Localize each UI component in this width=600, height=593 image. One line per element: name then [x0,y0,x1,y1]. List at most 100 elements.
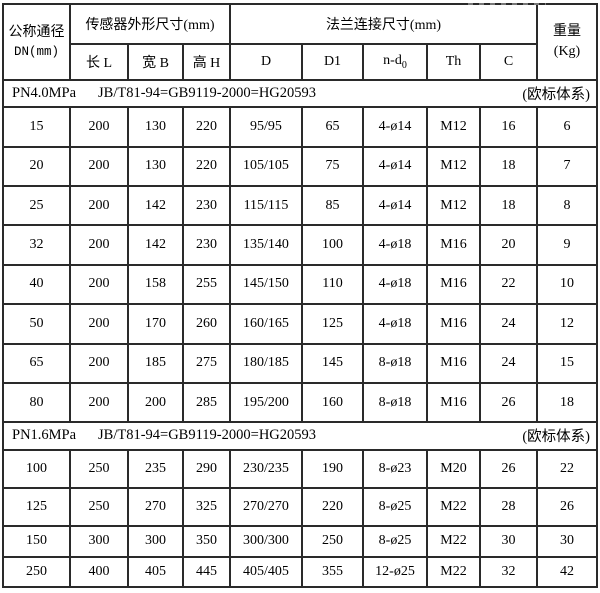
table-cell: 18 [479,145,538,188]
table-cell: 8-ø25 [362,486,428,528]
table-cell: 300 [69,525,129,558]
header-row-groups: 公称通径 DN(mm) 传感器外形尺寸(mm) 法兰连接尺寸(mm) 重量 (K… [2,3,598,81]
header-c: C [479,43,538,81]
table-cell: 230/235 [229,448,303,489]
dn-value-cell: 125 [2,486,71,528]
dn-value-cell: 65 [2,342,71,384]
table-cell: 9 [536,224,598,266]
table-cell: 105/105 [229,145,303,188]
table-cell: 220 [182,145,231,188]
section-note: (欧标体系) [522,87,590,104]
table-cell: 200 [69,303,129,345]
table-cell: 300 [127,525,184,558]
dn-value-cell: 15 [2,106,71,148]
header-d: D [229,43,303,81]
dn-value-cell: 40 [2,263,71,306]
dn-value-cell: 32 [2,224,71,266]
table-cell: 142 [127,185,184,227]
header-nominal-diameter-line1: 公称通径 [8,24,65,40]
table-cell: 30 [536,525,598,558]
dimension-spec-table: 公称通径 DN(mm) 传感器外形尺寸(mm) 法兰连接尺寸(mm) 重量 (K… [2,3,598,589]
header-nominal-diameter: 公称通径 DN(mm) [2,3,71,81]
dn-value-cell: 25 [2,185,71,227]
table-cell: 95/95 [229,106,303,148]
table-cell: 42 [536,555,598,589]
section-header-cell: PN4.0MPa JB/T81-94=GB9119-2000=HG20593 (欧标… [2,78,598,109]
table-cell: 24 [479,303,538,345]
table-cell: 235 [127,448,184,489]
header-weight-line1: 重量 [553,23,581,39]
table-cell: 160 [301,381,364,424]
table-row: 100 250 235 290 230/235 190 8-ø23 M20 26 22 [2,448,598,489]
header-flange-connection-group: 法兰连接尺寸(mm) [229,3,538,45]
table-cell: 255 [182,263,231,306]
table-cell: 32 [479,555,538,589]
section-pressure-label: PN1.6MPa [12,427,77,444]
table-cell: 250 [301,525,364,558]
table-row: 80 200 200 285 195/200 160 8-ø18 M16 26 18 [2,381,598,424]
table-cell: 12 [536,303,598,345]
table-cell: 250 [69,486,129,528]
table-cell: 260 [182,303,231,345]
table-cell: 135/140 [229,224,303,266]
table-cell: 30 [479,525,538,558]
table-cell: 200 [127,381,184,424]
table-cell: 285 [182,381,231,424]
table-cell: 400 [69,555,129,589]
table-cell: 100 [301,224,364,266]
table-cell: 110 [301,263,364,306]
header-sensor-dimensions-group: 传感器外形尺寸(mm) [69,3,231,45]
table-cell: 4-ø14 [362,145,428,188]
table-row: 15 200 130 220 95/95 65 4-ø14 M12 16 6 [2,106,598,148]
table-cell: 8-ø18 [362,342,428,384]
header-n-d0-base: n-d [383,53,402,69]
table-cell: 26 [536,486,598,528]
dn-value-cell: 80 [2,381,71,424]
section-note: (欧标体系) [522,429,590,446]
table-cell: 16 [479,106,538,148]
table-cell: M16 [426,342,481,384]
table-cell: 12-ø25 [362,555,428,589]
dn-value-cell: 250 [2,555,71,589]
table-row: 50 200 170 260 160/165 125 4-ø18 M16 24 12 [2,303,598,345]
table-cell: 200 [69,381,129,424]
table-cell: 250 [69,448,129,489]
dn-value-cell: 150 [2,525,71,558]
table-cell: M22 [426,525,481,558]
table-row: 125 250 270 325 270/270 220 8-ø25 M22 28 26 [2,486,598,528]
header-weight: 重量 (Kg) [536,3,598,81]
table-cell: 4-ø18 [362,224,428,266]
cropped-text-artifact [468,3,546,5]
header-n-d0: n-d0 [362,43,428,81]
table-cell: M12 [426,145,481,188]
table-cell: 195/200 [229,381,303,424]
table-cell: 275 [182,342,231,384]
table-cell: 7 [536,145,598,188]
section-header-cell: PN1.6MPa JB/T81-94=GB9119-2000=HG20593 (欧标… [2,421,598,451]
table-cell: 6 [536,106,598,148]
table-cell: 75 [301,145,364,188]
table-cell: 18 [536,381,598,424]
table-cell: 22 [479,263,538,306]
table-cell: M12 [426,185,481,227]
table-cell: 145/150 [229,263,303,306]
table-cell: 355 [301,555,364,589]
table-cell: 220 [182,106,231,148]
table-row: 150 300 300 350 300/300 250 8-ø25 M22 30 30 [2,525,598,558]
table-cell: 270 [127,486,184,528]
table-row: 20 200 130 220 105/105 75 4-ø14 M12 18 7 [2,145,598,188]
header-length-l: 长 L [69,43,129,81]
table-cell: 24 [479,342,538,384]
table-cell: 65 [301,106,364,148]
table-cell: 26 [479,381,538,424]
table-cell: 115/115 [229,185,303,227]
table-cell: M22 [426,555,481,589]
section-header-row: PN1.6MPa JB/T81-94=GB9119-2000=HG20593 (欧标… [2,421,598,451]
table-cell: 160/165 [229,303,303,345]
table-cell: 190 [301,448,364,489]
table-cell: 145 [301,342,364,384]
table-cell: 4-ø18 [362,263,428,306]
table-cell: 350 [182,525,231,558]
section-standard-text: JB/T81-94=GB9119-2000=HG20593 [98,427,317,444]
header-row-subcolumns: 长 L 宽 B 高 H D D1 n-d0 Th C [3,43,597,81]
